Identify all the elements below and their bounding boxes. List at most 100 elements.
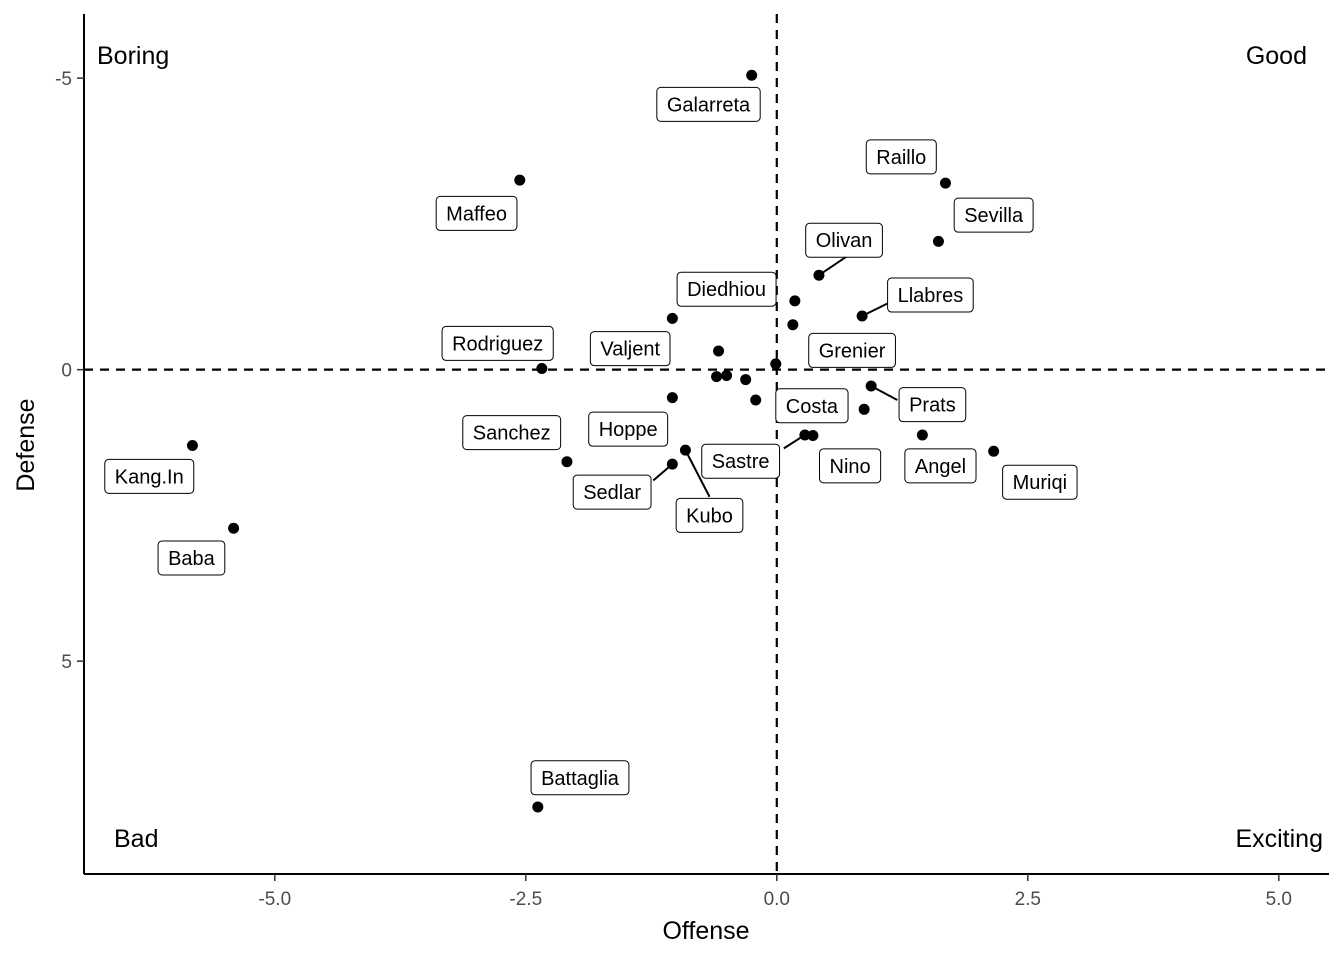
point-label: Grenier [808,332,896,368]
label-box [819,448,882,484]
data-point [770,358,782,370]
x-tick-label: -5.0 [258,889,291,910]
label-box [898,387,967,423]
data-point [713,345,725,357]
label-box [157,540,226,576]
quadrant-label-top-right: Good [1246,42,1307,70]
label-box [435,195,518,231]
label-text: Raillo [876,147,926,169]
data-point [858,403,870,415]
label-box [441,325,554,361]
data-points [186,69,1000,813]
point-label: Sastre [701,443,781,479]
label-box [701,443,781,479]
point-label: Olivan [805,222,883,258]
label-text: Diedhiou [687,279,766,301]
point-label: Sevilla [953,197,1034,233]
label-text: Sastre [712,451,770,473]
data-point [988,445,1000,457]
x-tick-label: 5.0 [1266,889,1292,910]
point-label: Sanchez [462,415,562,451]
data-point [916,429,928,441]
data-point [186,439,198,451]
label-box [1002,464,1078,500]
label-box [530,760,630,796]
data-point [856,310,868,322]
point-label: Battaglia [530,760,630,796]
label-text: Valjent [600,339,660,361]
leader-line [684,449,711,498]
quadrant-label-bottom-left: Bad [114,825,158,853]
label-text: Sedlar [583,482,641,504]
label-box [462,415,562,451]
data-point [679,444,691,456]
data-point [789,295,801,307]
point-label: Valjent [589,331,671,367]
point-label: Nino [819,448,882,484]
label-box [953,197,1034,233]
label-text: Hoppe [599,419,658,441]
label-text: Sevilla [964,205,1024,227]
point-label: Sedlar [572,474,652,510]
point-label: Hoppe [588,411,669,447]
label-text: Llabres [898,285,964,307]
label-box [865,139,937,175]
label-text: Prats [909,395,956,417]
label-text: Grenier [819,340,886,362]
quadrant-label-bottom-right: Exciting [1235,825,1323,853]
y-tick-label: -5 [55,69,72,90]
label-text: Kubo [686,505,733,527]
data-point [514,174,526,186]
data-point [666,458,678,470]
label-box [676,271,777,307]
label-text: Rodriguez [452,333,543,355]
data-point [532,801,544,813]
y-tick-label: 5 [61,652,72,673]
label-text: Angel [915,456,966,478]
point-label: Muriqi [1002,464,1078,500]
label-text: Nino [830,456,871,478]
point-label: Maffeo [435,195,518,231]
x-tick-label: 2.5 [1015,889,1041,910]
label-text: Maffeo [446,203,507,225]
label-text: Kang.In [115,466,184,488]
label-box [589,331,671,367]
data-point [787,319,799,331]
label-box [104,458,195,494]
label-box [775,388,849,424]
label-text: Olivan [816,230,873,252]
point-label: Rodriguez [441,325,554,361]
label-box [572,474,652,510]
label-box [656,86,761,122]
label-box [805,222,883,258]
y-tick-label: 0 [61,361,72,382]
quadrant-labels: Boring Good Bad Exciting [97,42,1323,853]
point-label: Angel [904,448,977,484]
point-label: Kubo [675,497,744,533]
data-point [666,312,678,324]
label-box [904,448,977,484]
label-text: Galarreta [667,94,751,116]
point-label: Kang.In [104,458,195,494]
point-label: Baba [157,540,226,576]
data-point [740,374,752,386]
label-text: Muriqi [1013,472,1067,494]
data-point [711,371,723,383]
data-point [865,380,877,392]
data-point [721,369,733,381]
axes: -5.0 -2.5 0.0 2.5 5.0 -5 0 5 [55,14,1329,910]
label-text: Sanchez [473,423,551,445]
data-point [228,522,240,534]
quadrant-label-top-left: Boring [97,42,169,70]
x-tick-label: 0.0 [764,889,790,910]
label-box [675,497,744,533]
label-text: Baba [168,548,216,570]
data-point [666,392,678,404]
point-label: Prats [898,387,967,423]
y-axis-title: Defense [12,398,40,491]
data-point [750,394,762,406]
data-point [536,362,548,374]
label-text: Costa [786,396,839,418]
data-point [561,456,573,468]
